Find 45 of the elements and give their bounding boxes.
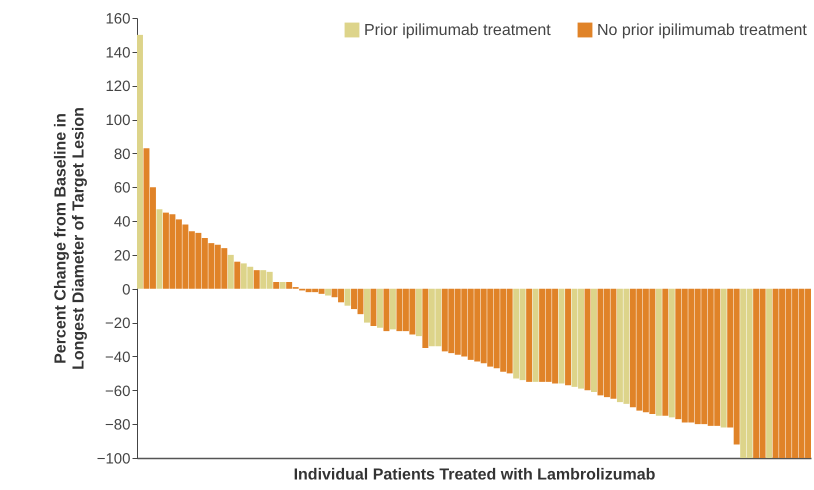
bar (720, 288, 727, 428)
legend-label: No prior ipilimumab treatment (597, 22, 808, 39)
bar (344, 288, 351, 306)
y-tick-label: −80 (105, 416, 130, 434)
bar (591, 288, 597, 392)
y-tick-label: 120 (105, 78, 130, 96)
y-tick-label: −60 (105, 382, 130, 400)
y-tick-label: 40 (114, 214, 130, 231)
y-tick-label: 20 (114, 247, 130, 264)
bar (280, 282, 286, 289)
y-tick-label: 160 (105, 10, 130, 28)
bar (376, 288, 383, 328)
bar (416, 288, 422, 336)
y-tick-label: 80 (114, 146, 130, 163)
bar (156, 209, 162, 289)
bar (662, 288, 668, 416)
bar (532, 288, 539, 382)
legend-label: Prior ipilimumab treatment (364, 22, 552, 39)
y-tick-label: −20 (105, 315, 130, 332)
bar (766, 288, 772, 458)
bar (565, 288, 572, 386)
bar (325, 288, 332, 296)
bar (383, 288, 390, 332)
bar (370, 288, 376, 326)
bar (584, 288, 590, 390)
bar (558, 288, 565, 384)
bar (137, 34, 143, 289)
x-axis-title: Individual Patients Treated with Lambrolizumab (294, 466, 656, 484)
y-tick-label: 60 (114, 180, 130, 197)
bar (656, 288, 662, 416)
bar (234, 262, 240, 289)
y-tick-label: −100 (96, 450, 130, 468)
bar (422, 288, 428, 348)
bar (668, 288, 675, 418)
bar (273, 282, 280, 289)
y-tick-label: 100 (105, 112, 130, 130)
y-tick-label: 140 (105, 44, 130, 62)
bar (228, 254, 234, 289)
bar (526, 288, 532, 382)
y-axis-title: Percent Change from Baseline in Longest Diameter of Target Lesion (52, 107, 88, 370)
y-tick-label: 0 (122, 281, 130, 298)
bar (254, 270, 260, 289)
bar (364, 288, 370, 323)
bar (390, 288, 396, 330)
y-tick-label: −40 (105, 348, 130, 366)
